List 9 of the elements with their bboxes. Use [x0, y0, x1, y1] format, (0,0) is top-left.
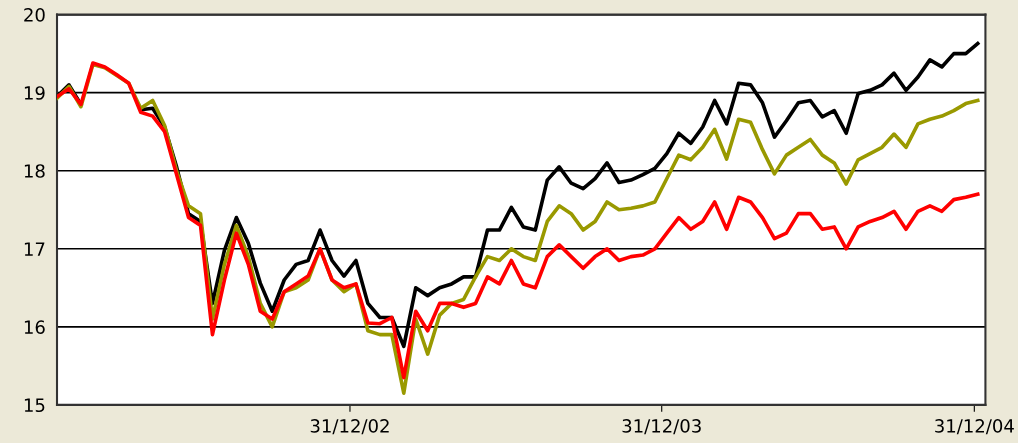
y-tick-label: 16: [24, 320, 45, 334]
y-tick-label: 19: [24, 86, 45, 100]
y-tick-label: 20: [24, 8, 45, 22]
y-tick-label: 17: [24, 242, 45, 256]
x-tick-label: 31/12/04: [935, 419, 1014, 435]
x-tick-label: 31/12/02: [310, 419, 389, 435]
y-tick-label: 18: [24, 164, 45, 178]
x-tick-label: 31/12/03: [622, 419, 701, 435]
y-tick-label: 15: [24, 398, 45, 413]
